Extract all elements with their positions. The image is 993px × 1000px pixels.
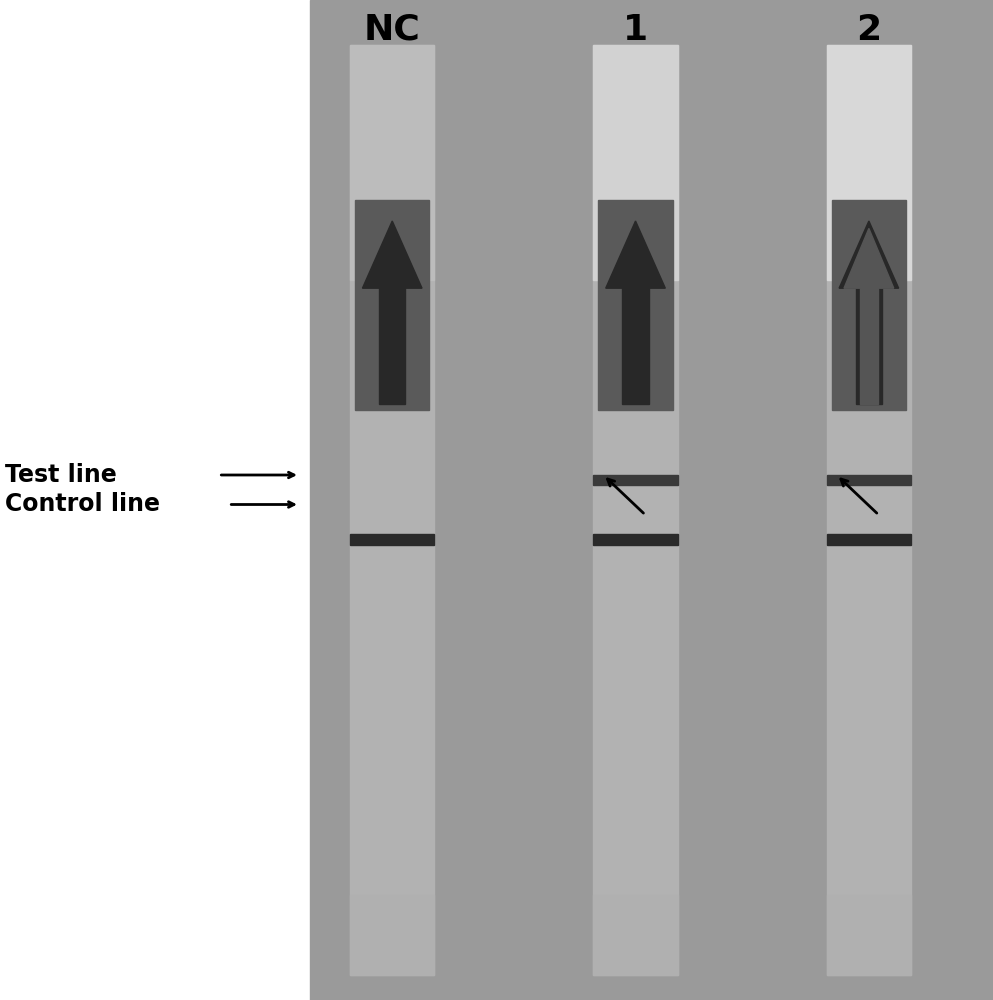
Bar xyxy=(598,200,672,410)
Bar xyxy=(594,895,677,975)
Bar xyxy=(355,200,430,410)
Bar xyxy=(351,534,435,545)
Bar xyxy=(856,288,882,404)
Bar xyxy=(594,475,677,485)
Bar xyxy=(826,895,912,975)
Text: Test line: Test line xyxy=(5,463,117,487)
Bar xyxy=(826,475,912,485)
Polygon shape xyxy=(606,221,665,288)
Bar xyxy=(826,534,912,545)
Bar xyxy=(351,45,435,280)
Polygon shape xyxy=(844,228,894,288)
Bar xyxy=(623,288,648,404)
Bar xyxy=(826,45,912,975)
Bar xyxy=(351,45,435,975)
Text: Control line: Control line xyxy=(5,492,160,516)
Text: 1: 1 xyxy=(623,13,648,47)
Bar xyxy=(351,895,435,975)
Polygon shape xyxy=(362,221,422,288)
Bar xyxy=(860,288,878,404)
Bar xyxy=(594,534,677,545)
Text: NC: NC xyxy=(363,13,421,47)
Bar xyxy=(826,45,912,280)
Bar xyxy=(0,0,310,1000)
Bar xyxy=(310,0,993,1000)
Bar xyxy=(379,288,405,404)
Polygon shape xyxy=(839,221,899,288)
Bar xyxy=(832,200,906,410)
Bar xyxy=(594,45,677,975)
Text: 2: 2 xyxy=(856,13,882,47)
Bar xyxy=(594,45,677,280)
